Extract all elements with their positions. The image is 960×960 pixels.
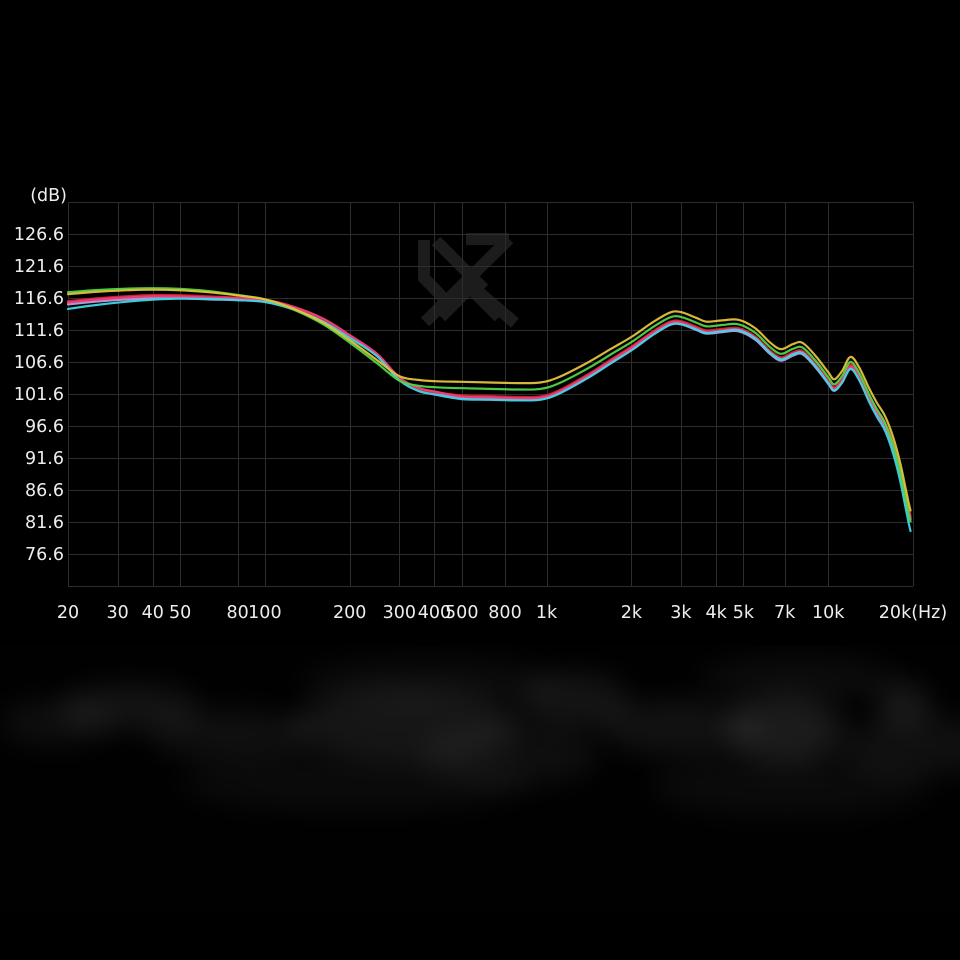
bokeh-blob (0, 700, 110, 745)
y-tick-label: 96.6 (25, 417, 64, 437)
fr-curve-unit-red (66, 293, 912, 517)
x-tick-label: 800 (488, 603, 521, 623)
x-tick-label: 400 (418, 603, 451, 623)
bokeh-blob (878, 683, 930, 725)
bokeh-blob (290, 690, 520, 760)
bokeh-blob (180, 755, 530, 810)
bokeh-blob (300, 660, 560, 705)
x-tick-label: 20k(Hz) (879, 603, 947, 623)
x-tick-label: 80 (226, 603, 248, 623)
x-tick-label: 5k (733, 603, 755, 623)
bokeh-blob (700, 657, 900, 702)
x-tick-label: 3k (670, 603, 692, 623)
y-tick-label: 101.6 (14, 385, 64, 405)
y-tick-label: 81.6 (25, 513, 64, 533)
y-tick-label: 121.6 (14, 257, 64, 277)
y-axis-unit-label: (dB) (30, 186, 67, 206)
fr-curve-unit-yellow (66, 288, 912, 512)
x-tick-label: 30 (106, 603, 128, 623)
y-tick-label: 116.6 (14, 289, 64, 309)
x-tick-label: 4k (705, 603, 727, 623)
x-tick-label: 10k (812, 603, 845, 623)
x-tick-label: 20 (57, 603, 79, 623)
x-tick-label: 500 (445, 603, 478, 623)
x-tick-label: 7k (774, 603, 796, 623)
y-tick-label: 91.6 (25, 449, 64, 469)
kz-logo-watermark (420, 234, 514, 327)
kz-logo-watermark (470, 283, 519, 328)
x-tick-label: 1k (536, 603, 558, 623)
blurred-product-photo (0, 645, 960, 913)
x-tick-label: 200 (333, 603, 366, 623)
bokeh-blob (420, 725, 600, 785)
x-tick-label: 50 (169, 603, 191, 623)
bokeh-blob (728, 697, 843, 762)
y-tick-label: 111.6 (14, 321, 64, 341)
x-tick-label: 300 (383, 603, 416, 623)
fr-curve-unit-pink (66, 295, 912, 519)
kz-logo-watermark (431, 236, 489, 294)
y-tick-label: 76.6 (25, 545, 64, 565)
fr-curve-unit-green (66, 287, 912, 523)
bokeh-blob (650, 755, 930, 815)
bokeh-blob (600, 700, 760, 755)
y-tick-label: 126.6 (14, 225, 64, 245)
bokeh-blob (60, 685, 200, 730)
y-tick-label: 106.6 (14, 353, 64, 373)
bokeh-blob (150, 710, 310, 760)
x-tick-label: 2k (621, 603, 643, 623)
fr-curve-unit-cyan (66, 297, 912, 533)
bokeh-blob (520, 673, 630, 728)
x-tick-label: 100 (248, 603, 281, 623)
x-tick-label: 40 (142, 603, 164, 623)
y-tick-label: 86.6 (25, 481, 64, 501)
bokeh-blob (840, 715, 960, 775)
fr-curve-unit-lavender (66, 297, 912, 521)
